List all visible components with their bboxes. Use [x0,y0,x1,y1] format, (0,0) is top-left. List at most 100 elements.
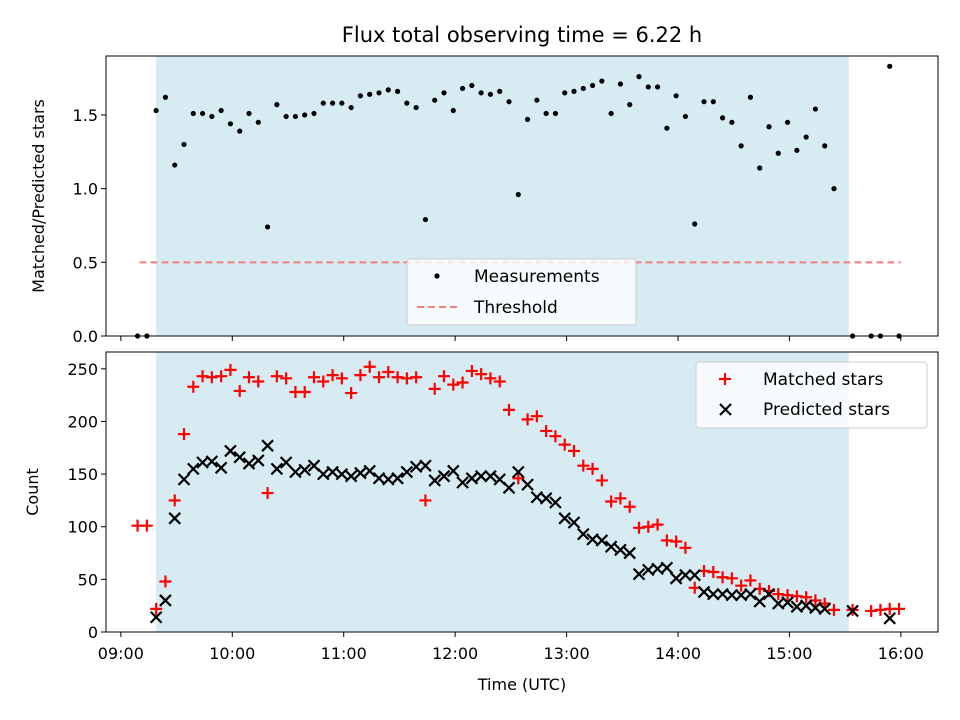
matched-star-point [744,574,757,587]
matched-star-point [159,575,172,588]
predicted-star-point [317,467,330,481]
ratio-ytick-label: 1.0 [73,180,98,199]
predicted-star-point [799,599,813,612]
ratio-legend-box [406,258,637,326]
measurement-point [654,84,661,90]
predicted-star-point [298,463,311,477]
measurement-point [190,110,196,117]
measurement-point [562,90,568,96]
matched-star-point [428,382,441,395]
x-tick-label: 14:00 [655,644,701,663]
measurement-point [283,113,289,120]
measurement-point [413,104,419,111]
matched-star-point [419,494,432,507]
matched-star-point [530,410,543,423]
measurement-point [367,91,373,97]
matched-star-point [270,370,283,383]
measurement-point [775,150,781,156]
measurement-point [237,128,243,134]
ratio-ytick-label: 1.5 [73,106,98,125]
x-tick-label: 16:00 [878,644,924,663]
measurement-point [822,143,828,149]
predicted-star-point [270,462,284,476]
measurement-point [543,110,549,117]
count-ytick-label: 0 [88,623,98,642]
matched-star-point [224,363,237,376]
measurement-point [348,104,354,111]
predicted-star-point [279,456,293,469]
measurement-point [459,85,466,92]
matched-star-point [317,375,330,388]
matched-star-point [679,541,692,554]
matched-star-point [586,462,599,475]
count-panel: 0 50 100 150 200 250 09:00 10:00 11:00 12:00 13:0… [23,351,939,694]
measurement-point [608,110,614,117]
chart-title: Flux total observing time = 6.22 h [342,23,702,47]
predicted-star-point [697,585,711,599]
matched-legend-marker [719,373,731,385]
threshold-legend-label: Threshold [473,298,558,318]
matched-star-point [252,375,265,388]
measurement-point [627,102,633,108]
predicted-star-point [539,492,553,505]
measurement-point [784,119,791,125]
measurement-point [181,141,187,148]
measurement-point [812,106,819,112]
matched-star-point [577,459,590,472]
measurements-legend-marker [434,273,440,279]
measurement-point [757,165,763,171]
x-tick-label: 13:00 [544,644,590,663]
x-tick-label: 11:00 [321,644,367,663]
measurement-point [497,88,503,94]
matched-star-point [707,566,720,578]
predicted-star-point [242,457,256,470]
predicted-star-point [224,444,237,458]
count-ytick-label: 200 [67,412,98,431]
measurement-point [339,100,345,106]
measurement-point [422,216,429,223]
predicted-star-point [465,472,479,485]
predicted-star-point [549,496,562,509]
predicted-star-point [335,467,349,481]
measurement-point [617,81,624,87]
predicted-star-point [261,439,274,452]
matched-star-point [558,438,571,451]
predicted-star-point [177,473,191,486]
matched-star-point [233,384,246,397]
matched-star-point [345,387,358,400]
matched-star-point [150,602,163,615]
x-tick-label: 09:00 [98,644,144,663]
predicted-legend-label: Predicted stars [763,400,890,420]
predicted-star-point [391,472,404,485]
measurement-points [134,63,902,339]
measurement-point [274,102,280,108]
matched-star-point [651,518,664,531]
measurement-point [636,74,642,80]
matched-star-point [354,369,367,382]
matched-star-point [187,380,200,393]
predicted-star-point [846,604,859,618]
measurement-point [469,82,475,89]
predicted-star-point [567,516,581,529]
measurement-point [264,224,271,230]
measurement-point [172,162,178,168]
measurement-point [394,88,401,94]
measurements-legend-label: Measurements [474,267,600,287]
predicted-star-point [205,455,219,468]
matched-star-point [512,472,525,485]
matched-star-point [373,371,385,384]
matched-star-point [475,368,488,381]
predicted-star-point [632,567,646,581]
predicted-star-point [577,527,590,541]
predicted-star-point [419,459,432,472]
measurement-point [794,147,800,153]
predicted-legend-marker [719,403,732,416]
predicted-star-point [252,454,265,467]
predicted-star-point [168,512,181,525]
matched-star-point [595,474,608,487]
x-tick-label: 12:00 [432,644,478,663]
matched-star-point [447,378,460,391]
matched-star-point [623,500,636,513]
count-panel-ylabel: Count [23,468,42,516]
measurement-point [701,99,707,105]
